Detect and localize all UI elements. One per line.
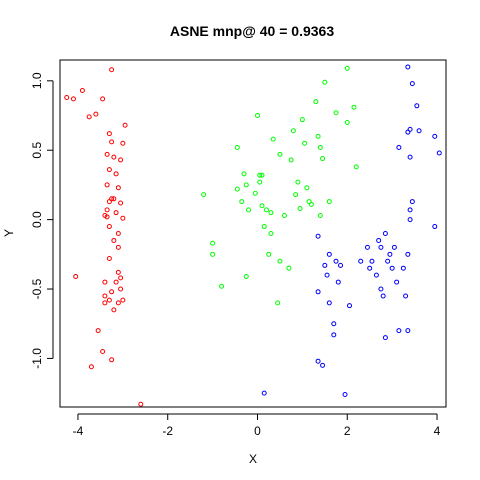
y-tick-label: 0.5 — [30, 142, 44, 159]
y-tick-label: -1.0 — [30, 348, 44, 369]
y-tick-label: 1.0 — [30, 72, 44, 89]
x-tick-label: -2 — [162, 424, 173, 438]
y-axis-label: Y — [2, 229, 16, 237]
x-tick-label: 2 — [344, 424, 351, 438]
y-tick-label: 0.0 — [30, 211, 44, 228]
x-axis-label: X — [249, 452, 257, 466]
chart-title: ASNE mnp@ 40 = 0.9363 — [170, 23, 334, 39]
y-tick-label: -0.5 — [30, 278, 44, 299]
x-tick-label: 0 — [254, 424, 261, 438]
x-tick-label: 4 — [434, 424, 441, 438]
x-tick-label: -4 — [73, 424, 84, 438]
